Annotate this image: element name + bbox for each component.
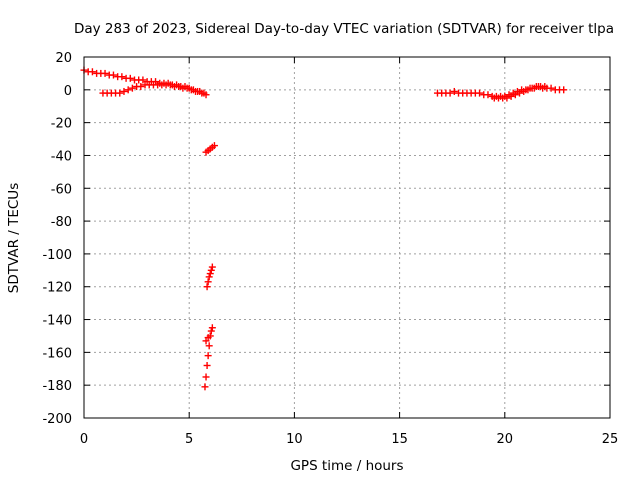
data-point bbox=[88, 68, 96, 76]
data-point bbox=[516, 89, 524, 97]
data-point bbox=[166, 81, 174, 89]
data-point bbox=[101, 69, 109, 77]
y-tick-label: -40 bbox=[51, 149, 72, 164]
data-point bbox=[109, 71, 117, 79]
y-tick-label: -100 bbox=[42, 248, 72, 263]
data-point bbox=[204, 334, 212, 342]
data-point bbox=[450, 87, 458, 95]
y-tick-label: -180 bbox=[42, 379, 72, 394]
data-point bbox=[476, 89, 484, 97]
data-point bbox=[207, 327, 215, 335]
grid bbox=[84, 57, 610, 418]
x-tick-label: 20 bbox=[497, 432, 514, 447]
data-points bbox=[80, 66, 568, 391]
x-tick-label: 5 bbox=[185, 432, 193, 447]
x-tick-labels: 0 5 10 15 20 25 bbox=[80, 432, 618, 447]
data-point bbox=[541, 83, 549, 91]
x-tick-label: 10 bbox=[286, 432, 303, 447]
x-axis-label: GPS time / hours bbox=[290, 458, 403, 474]
data-point bbox=[187, 86, 195, 94]
axis-ticks bbox=[83, 56, 611, 419]
data-point bbox=[208, 324, 216, 332]
data-point bbox=[206, 270, 214, 278]
data-point bbox=[560, 86, 568, 94]
data-point bbox=[201, 383, 209, 391]
data-point bbox=[200, 89, 208, 97]
data-point bbox=[118, 73, 126, 81]
y-tick-label: 0 bbox=[64, 84, 72, 99]
y-tick-label: -60 bbox=[51, 182, 72, 197]
data-point bbox=[139, 76, 147, 84]
data-point bbox=[124, 86, 132, 94]
data-point bbox=[207, 266, 215, 274]
data-point bbox=[203, 283, 211, 291]
y-tick-label: -120 bbox=[42, 281, 72, 296]
y-tick-label: -160 bbox=[42, 346, 72, 361]
data-point bbox=[137, 83, 145, 91]
data-point bbox=[524, 86, 532, 94]
data-point bbox=[196, 87, 204, 95]
data-point bbox=[511, 91, 519, 99]
data-point bbox=[126, 74, 134, 82]
data-point bbox=[446, 89, 454, 97]
data-point bbox=[484, 91, 492, 99]
x-tick-label: 15 bbox=[391, 432, 408, 447]
plot-frame bbox=[83, 56, 611, 419]
data-point bbox=[503, 94, 511, 102]
chart-title: Day 283 of 2023, Sidereal Day-to-day VTE… bbox=[74, 21, 614, 37]
data-point bbox=[204, 352, 212, 360]
y-tick-label: -200 bbox=[42, 412, 72, 427]
data-point bbox=[175, 83, 183, 91]
data-point bbox=[208, 263, 216, 271]
data-point bbox=[507, 92, 515, 100]
y-tick-label: -140 bbox=[42, 314, 72, 329]
y-tick-label: 20 bbox=[55, 51, 72, 66]
data-point bbox=[204, 278, 212, 286]
data-point bbox=[202, 373, 210, 381]
data-point bbox=[205, 273, 213, 281]
data-point bbox=[210, 142, 218, 150]
data-point bbox=[120, 87, 128, 95]
data-point bbox=[205, 342, 213, 350]
data-point bbox=[183, 84, 191, 92]
x-tick-label: 25 bbox=[602, 432, 619, 447]
data-point bbox=[116, 89, 124, 97]
data-point bbox=[528, 84, 536, 92]
data-point bbox=[203, 361, 211, 369]
y-axis-label: SDTVAR / TECUs bbox=[6, 183, 22, 293]
y-tick-label: -80 bbox=[51, 215, 72, 230]
y-tick-label: -20 bbox=[51, 117, 72, 132]
data-point bbox=[520, 87, 528, 95]
x-tick-label: 0 bbox=[80, 432, 88, 447]
data-point bbox=[547, 84, 555, 92]
data-point bbox=[128, 84, 136, 92]
